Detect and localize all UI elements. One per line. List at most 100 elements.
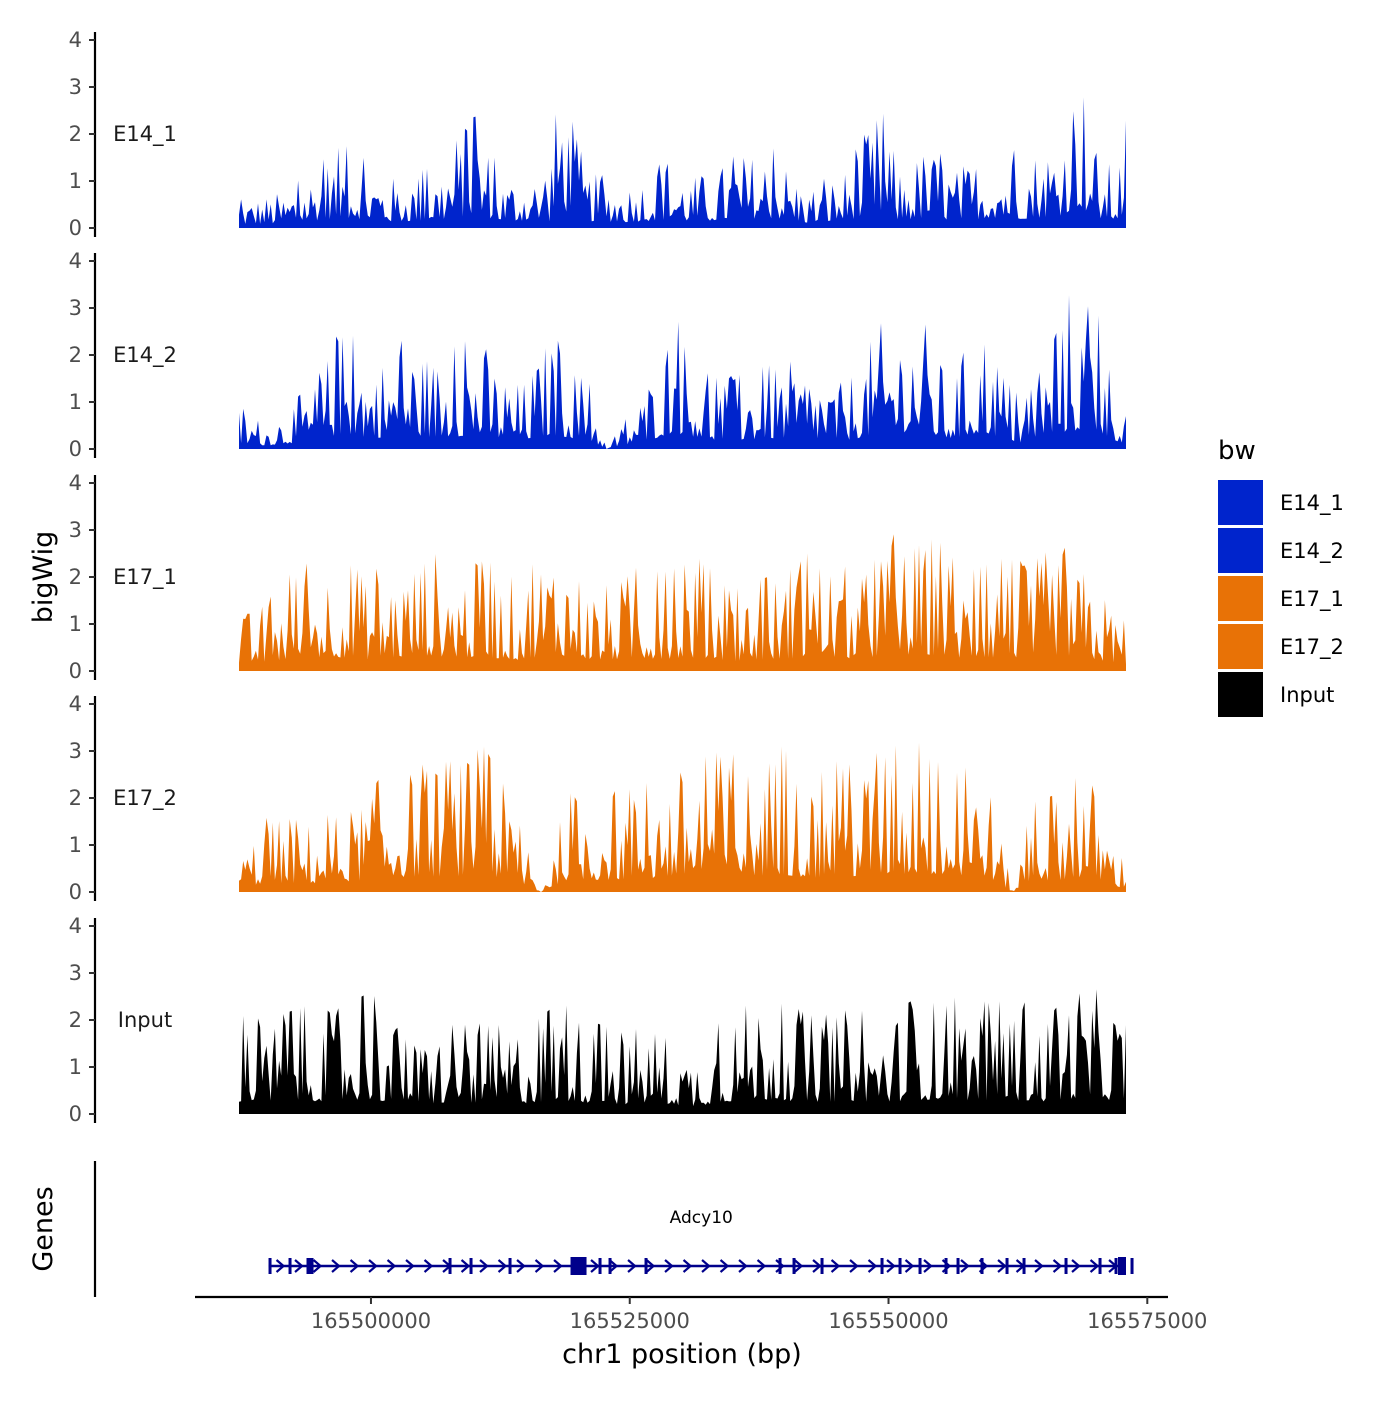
y-tick-label: 2: [69, 122, 82, 146]
gene-exon: [918, 1258, 922, 1274]
x-tick-label: 165525000: [570, 1309, 690, 1333]
strand-chevron: [867, 1259, 878, 1273]
legend-label: Input: [1280, 683, 1334, 707]
strand-chevron: [756, 1259, 767, 1273]
strand-chevron: [516, 1259, 526, 1273]
track-e14-2: 0 1 2 3 4 E14_2: [69, 249, 1126, 461]
gene-exon: [1005, 1258, 1009, 1274]
gene-exon: [778, 1258, 782, 1274]
gene-exon: [288, 1258, 292, 1274]
strand-chevron: [1071, 1259, 1081, 1273]
track-label: E17_2: [113, 786, 177, 811]
legend-swatch-e14-1: [1218, 480, 1263, 525]
y-tick-label: 0: [69, 1102, 82, 1126]
y-tick-label: 0: [69, 659, 82, 683]
strand-chevron: [608, 1259, 619, 1273]
y-axis-title: bigWig: [28, 531, 59, 624]
legend-label: E17_1: [1280, 587, 1344, 612]
strand-chevron: [331, 1259, 341, 1273]
strand-chevron: [738, 1259, 748, 1273]
strand-chevron: [886, 1259, 896, 1273]
legend-title: bw: [1218, 436, 1256, 466]
track-e17-2: 0 1 2 3 4 E17_2: [69, 692, 1126, 904]
strand-chevron: [904, 1259, 915, 1273]
strand-chevron: [386, 1259, 397, 1273]
strand-chevron: [775, 1259, 785, 1273]
strand-chevron: [830, 1259, 841, 1273]
strand-chevron: [1089, 1259, 1100, 1273]
y-tick-label: 2: [69, 565, 82, 589]
strand-chevron: [682, 1259, 693, 1273]
track-e17-1: 0 1 2 3 4 E17_1: [69, 471, 1126, 683]
strand-chevron: [664, 1259, 674, 1273]
track-label: Input: [118, 1008, 172, 1032]
track-input: 0 1 2 3 4 Input: [69, 914, 1126, 1126]
gene-exon: [1130, 1258, 1134, 1274]
strand-chevron: [497, 1259, 508, 1273]
legend-swatch-e17-1: [1218, 576, 1263, 621]
strand-chevron: [849, 1259, 859, 1273]
strand-chevron: [645, 1259, 656, 1273]
strand-chevron: [590, 1259, 600, 1273]
track-e14-1: 0 1 2 3 4 E14_1: [69, 28, 1126, 240]
legend-swatch-e17-2: [1218, 624, 1263, 669]
gene-exon: [1022, 1258, 1026, 1274]
gene-label: Adcy10: [670, 1208, 733, 1228]
strand-chevron: [701, 1259, 711, 1273]
track-panels: 0 1 2 3 4 E14_1 0 1 2 3 4 E14_2 0 1 2 3 4 E17_1 0 1 2 3 4 E17_2…: [69, 28, 1126, 1126]
y-tick-label: 3: [69, 296, 82, 320]
y-tick-label: 1: [69, 612, 82, 636]
strand-chevron: [423, 1259, 434, 1273]
strand-chevron: [553, 1259, 563, 1273]
y-tick-label: 3: [69, 75, 82, 99]
strand-chevron: [1034, 1259, 1044, 1273]
gene-panel-title: Genes: [28, 1186, 59, 1271]
gene-exon: [598, 1258, 602, 1274]
gene-exon: [306, 1258, 314, 1274]
x-tick-label: 165500000: [311, 1309, 431, 1333]
y-tick-label: 3: [69, 739, 82, 763]
x-tick-label: 165550000: [828, 1309, 948, 1333]
coverage-area-e14-2: [239, 295, 1126, 449]
y-tick-label: 4: [69, 914, 82, 938]
y-tick-label: 0: [69, 437, 82, 461]
strand-chevron: [275, 1259, 286, 1273]
y-tick-label: 3: [69, 518, 82, 542]
x-axis-title: chr1 position (bp): [562, 1339, 802, 1370]
strand-chevron: [997, 1259, 1007, 1273]
track-label: E17_1: [113, 565, 177, 590]
strand-chevron: [368, 1259, 378, 1273]
legend-label: E14_2: [1280, 539, 1344, 564]
gene-exon: [880, 1258, 884, 1274]
y-tick-label: 2: [69, 786, 82, 810]
gene-exon: [980, 1258, 984, 1274]
strand-chevron: [534, 1259, 545, 1273]
strand-chevron: [460, 1259, 471, 1273]
x-tick-label: 165575000: [1087, 1309, 1207, 1333]
track-label: E14_1: [113, 122, 177, 147]
y-tick-label: 0: [69, 880, 82, 904]
strand-chevron: [719, 1259, 730, 1273]
strand-chevron: [960, 1259, 970, 1273]
track-label: E14_2: [113, 343, 177, 368]
y-tick-label: 2: [69, 343, 82, 367]
y-tick-label: 4: [69, 249, 82, 273]
gene-panel: Adcy10: [93, 1161, 1134, 1297]
strand-chevron: [405, 1259, 415, 1273]
strand-chevron: [349, 1259, 360, 1273]
strand-chevron: [1052, 1259, 1063, 1273]
y-tick-label: 1: [69, 169, 82, 193]
gene-exon: [268, 1258, 272, 1274]
legend-label: E17_2: [1280, 635, 1344, 660]
strand-chevron: [627, 1259, 637, 1273]
gene-exon: [644, 1258, 648, 1274]
gene-exon: [1064, 1258, 1068, 1274]
coverage-area-input: [239, 989, 1126, 1114]
gene-exon: [820, 1258, 824, 1274]
legend-swatch-e14-2: [1218, 528, 1263, 573]
y-tick-label: 1: [69, 1055, 82, 1079]
gene-exon: [1114, 1258, 1118, 1274]
gene-exon: [1098, 1258, 1102, 1274]
